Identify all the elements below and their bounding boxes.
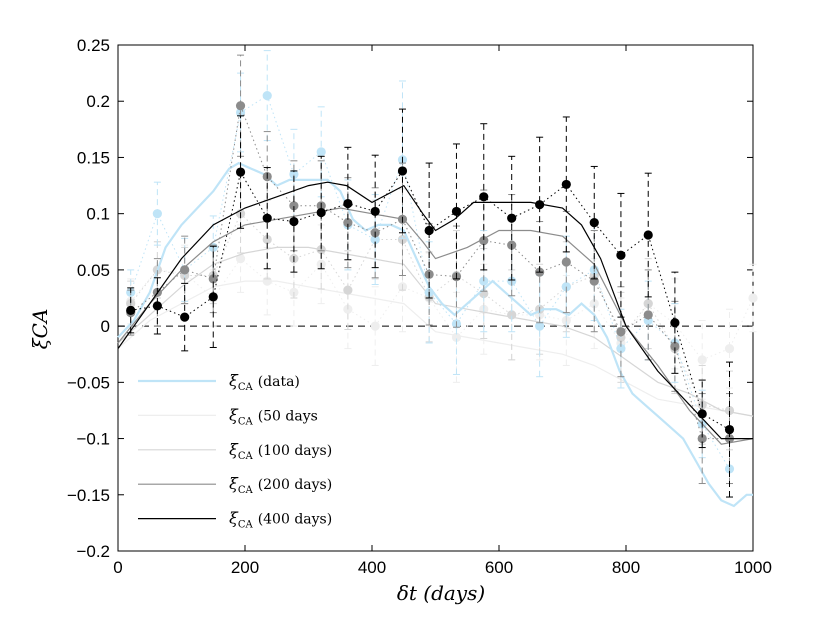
legend-label-100-days: ξCA (100 days) bbox=[229, 440, 332, 462]
data-point bbox=[670, 318, 680, 328]
data-point bbox=[589, 218, 599, 228]
data-point bbox=[289, 169, 299, 179]
series-400-days bbox=[117, 108, 753, 498]
data-point bbox=[616, 344, 626, 354]
y-tick-label: 0.2 bbox=[86, 92, 110, 111]
data-point bbox=[397, 166, 408, 176]
point-connector bbox=[130, 212, 730, 411]
data-point bbox=[208, 274, 218, 284]
data-point bbox=[697, 355, 707, 365]
data-point bbox=[507, 213, 517, 223]
y-tick-label: 0.15 bbox=[77, 148, 110, 167]
y-tick-label: 0 bbox=[101, 317, 110, 336]
x-tick-label: 200 bbox=[231, 558, 259, 577]
legend-label-data: ξCA (data) bbox=[229, 371, 300, 393]
x-tick-label: 0 bbox=[113, 558, 122, 577]
data-point bbox=[697, 433, 707, 444]
x-tick-label: 400 bbox=[358, 558, 386, 577]
data-point bbox=[262, 213, 272, 223]
x-axis-label: δt (days) bbox=[397, 581, 485, 605]
y-tick-label: 0.25 bbox=[77, 36, 110, 55]
data-point bbox=[152, 209, 162, 219]
y-tick-label: −0.1 bbox=[76, 430, 110, 449]
data-point bbox=[289, 216, 299, 227]
x-tick-label: 600 bbox=[485, 558, 513, 577]
series-line bbox=[117, 246, 754, 417]
point-connector bbox=[130, 257, 754, 361]
data-point bbox=[370, 206, 380, 217]
data-point bbox=[316, 207, 326, 218]
y-tick-label: −0.05 bbox=[67, 373, 110, 392]
y-tick-label: −0.2 bbox=[76, 542, 110, 561]
data-point bbox=[724, 344, 735, 354]
series-200-days bbox=[117, 54, 754, 485]
data-point bbox=[616, 327, 626, 337]
data-point bbox=[451, 332, 462, 342]
y-tick-label: 0.1 bbox=[86, 205, 110, 224]
data-point bbox=[643, 230, 653, 240]
data-point bbox=[724, 424, 735, 435]
data-point bbox=[370, 234, 380, 245]
data-point bbox=[262, 91, 272, 101]
data-point bbox=[316, 147, 326, 157]
data-point bbox=[343, 218, 353, 228]
data-point bbox=[643, 299, 653, 309]
data-point bbox=[289, 201, 299, 211]
tick-labels: 0 200 400 600 800 1000 −0.2 −0.15 −0.1 −0.05 0 0.05… bbox=[67, 36, 772, 577]
data-point bbox=[424, 225, 434, 236]
y-axis-label: ξCA bbox=[28, 309, 52, 350]
data-point bbox=[235, 254, 246, 264]
data-point bbox=[616, 250, 626, 260]
legend-label-50-days: ξCA (50 days bbox=[229, 405, 318, 427]
series-group bbox=[117, 50, 758, 508]
data-point bbox=[479, 192, 489, 202]
x-tick-label: 1000 bbox=[734, 558, 772, 577]
data-point bbox=[235, 101, 246, 111]
series-50-days bbox=[117, 224, 758, 417]
data-point bbox=[589, 299, 599, 309]
y-tick-label: 0.05 bbox=[77, 261, 110, 280]
data-point bbox=[643, 310, 653, 320]
series-line bbox=[117, 181, 753, 440]
series-line bbox=[117, 280, 754, 417]
point-connector bbox=[130, 94, 730, 470]
data-point bbox=[561, 257, 571, 267]
x-tick-label: 800 bbox=[612, 558, 640, 577]
data-point bbox=[126, 305, 136, 315]
legend-label-400-days: ξCA (400 days) bbox=[229, 509, 332, 531]
data-point bbox=[235, 167, 246, 177]
data-point bbox=[479, 236, 489, 246]
data-point bbox=[343, 285, 353, 295]
data-point bbox=[370, 321, 380, 331]
point-connector bbox=[130, 169, 730, 431]
data-point bbox=[535, 321, 545, 331]
data-point bbox=[451, 206, 462, 217]
data-point bbox=[152, 301, 162, 311]
data-point bbox=[670, 341, 680, 351]
data-point bbox=[535, 200, 545, 210]
data-point bbox=[748, 293, 758, 303]
data-point bbox=[697, 409, 707, 419]
data-point bbox=[180, 265, 190, 275]
legend: ξCA (data) ξCA (50 days ξCA (100 days) ξCA (200… bbox=[138, 371, 332, 531]
data-point bbox=[180, 312, 190, 322]
series-line bbox=[117, 207, 754, 445]
y-tick-label: −0.15 bbox=[67, 486, 110, 505]
data-point bbox=[343, 198, 353, 209]
data-point bbox=[561, 179, 571, 190]
legend-label-200-days: ξCA (200 days) bbox=[229, 474, 332, 496]
data-point bbox=[507, 310, 517, 320]
data-point bbox=[208, 292, 218, 302]
data-point bbox=[262, 234, 272, 245]
